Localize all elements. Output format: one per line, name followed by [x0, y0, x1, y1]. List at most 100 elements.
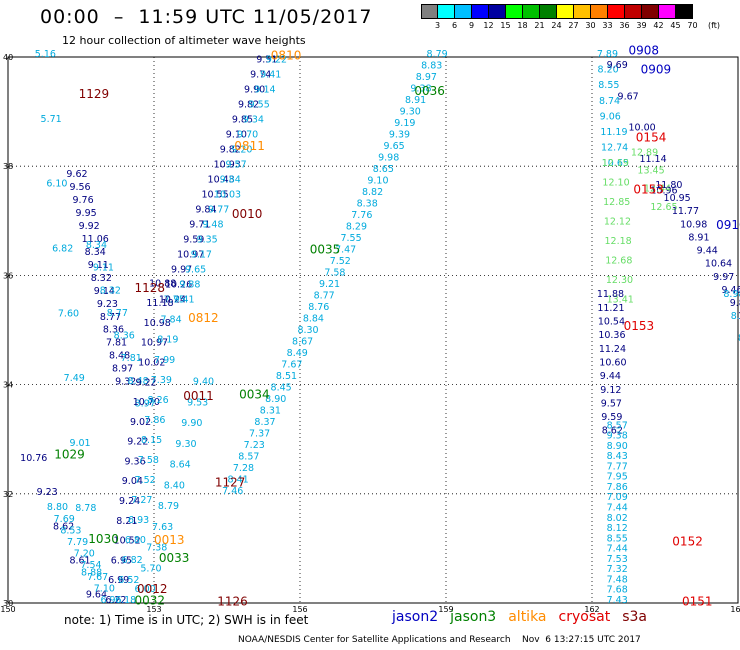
- wave-height-label: 8.62: [602, 426, 623, 437]
- wave-height-label: 7.52: [330, 256, 351, 267]
- wave-height-label: 12.18: [605, 236, 632, 247]
- satellite-legend: jason2 jason3 altika cryosat s3a: [392, 609, 659, 625]
- lon-tick-label: 159: [438, 605, 453, 614]
- wave-height-label: 9.24: [119, 496, 140, 507]
- legend-swatch: [472, 4, 489, 19]
- wave-height-label: 8.53: [60, 525, 81, 536]
- wave-height-label: 7.81: [121, 353, 142, 364]
- wave-height-label: 10.55: [201, 190, 228, 201]
- wave-height-label: 9.59: [183, 235, 204, 246]
- wave-height-label: 8.45: [271, 382, 292, 393]
- wave-height-label: 10.02: [138, 357, 165, 368]
- wave-height-label: 8.97: [416, 72, 437, 83]
- wave-height-label: 9.97: [171, 265, 192, 276]
- wave-height-label: 9.88: [179, 280, 200, 291]
- legend-bin-label: 6: [451, 21, 458, 30]
- page-title: 00:00 – 11:59 UTC 11/05/2017: [40, 6, 373, 28]
- legend-swatch: [557, 4, 574, 19]
- wave-height-label: 7.47: [335, 244, 356, 255]
- wave-height-label: 6.96: [100, 595, 121, 606]
- wave-height-label: 9.20: [231, 145, 252, 156]
- wave-height-label: 8.36: [114, 331, 135, 342]
- wave-height-label: 7.32: [607, 564, 628, 575]
- wave-height-label: 8.48: [128, 376, 149, 387]
- wave-height-label: 10.76: [20, 453, 47, 464]
- wave-height-label: 9.23: [97, 299, 118, 310]
- page-subtitle: 12 hour collection of altimeter wave hei…: [62, 34, 306, 47]
- wave-height-label: 8.97: [112, 364, 133, 375]
- wave-height-label: 11.18: [146, 298, 173, 309]
- satellite-legend-item: cryosat: [558, 609, 611, 625]
- wave-height-label: 12.44: [644, 184, 671, 195]
- wave-height-label: 11.80: [655, 180, 682, 191]
- pass-time-label: 0812: [188, 311, 219, 325]
- legend-swatch: [659, 4, 676, 19]
- wave-height-label: 7.99: [154, 355, 175, 366]
- legend-swatch: [608, 4, 625, 19]
- wave-height-label: 8.77: [314, 290, 335, 301]
- wave-height-label: 6.80: [125, 535, 146, 546]
- legend-swatch: [455, 4, 472, 19]
- wave-height-label: 9.95: [76, 208, 97, 219]
- pass-time-label: 0153: [633, 183, 664, 197]
- legend-bin-label: 18: [517, 21, 528, 30]
- wave-height-label: 8.91: [405, 95, 426, 106]
- wave-height-label: 10.93: [214, 160, 241, 171]
- wave-height-label: 6.82: [122, 555, 143, 566]
- wave-height-label: 8.48: [109, 351, 130, 362]
- wave-height-label: 8.57: [607, 420, 628, 431]
- wave-height-label: 9.40: [193, 377, 214, 388]
- wave-height-label: 8.88: [81, 568, 102, 579]
- wave-height-label: 8.83: [421, 60, 442, 71]
- lat-tick-label: 34: [3, 381, 13, 390]
- wave-height-label: 9.12: [600, 385, 621, 396]
- wave-height-label: 12.85: [603, 197, 630, 208]
- pass-time-label: 0810: [271, 49, 302, 63]
- wave-height-label: 9.97: [713, 272, 734, 283]
- pass-time-label: 1126: [217, 595, 248, 609]
- wave-height-label: 8.77: [107, 308, 128, 319]
- wave-height-label: 8.82: [362, 187, 383, 198]
- lon-tick-label: 162: [584, 605, 599, 614]
- wave-height-label: 8.34: [85, 247, 106, 258]
- wave-height-label: 8.67: [292, 336, 313, 347]
- wave-height-label: 7.67: [281, 359, 302, 370]
- wave-height-label: 7.60: [58, 308, 79, 319]
- wave-height-label: 9.76: [72, 195, 93, 206]
- wave-height-label: 6.10: [46, 179, 67, 190]
- wave-height-label: 9.14: [254, 84, 275, 95]
- wave-height-label: 8.43: [607, 451, 628, 462]
- legend-bin-label: 15: [500, 21, 511, 30]
- pass-time-label: 0011: [183, 389, 214, 403]
- wave-height-label: 12.12: [604, 217, 631, 228]
- wave-height-label: 9.01: [69, 438, 90, 449]
- wave-height-label: 9.84: [195, 205, 216, 216]
- wave-height-label: 8.84: [303, 313, 324, 324]
- wave-height-label: 8.12: [607, 523, 628, 534]
- wave-height-label: 7.77: [607, 461, 628, 472]
- wave-height-label: 9.77: [208, 205, 229, 216]
- wave-height-label: 8.78: [75, 503, 96, 514]
- legend-swatch: [625, 4, 642, 19]
- wave-height-label: 7.20: [74, 549, 95, 560]
- wave-height-label: 8.79: [158, 501, 179, 512]
- wave-height-label: 10.64: [705, 259, 732, 270]
- wave-height-label: 8.21: [116, 516, 137, 527]
- lon-tick-label: 150: [0, 605, 15, 614]
- wave-height-label: 7.44: [607, 503, 628, 514]
- wave-height-label: 7.38: [146, 543, 167, 554]
- wave-height-label: 8.77: [100, 312, 121, 323]
- wave-height-label: 7.86: [144, 415, 165, 426]
- wave-height-label: 11.88: [597, 289, 624, 300]
- wave-height-label: 8.15: [141, 435, 162, 446]
- legend-bin-label: 9: [468, 21, 475, 30]
- wave-height-label: 9.34: [243, 115, 264, 126]
- wave-height-label: 9.92: [79, 221, 100, 232]
- wave-height-label: 9.02: [130, 417, 151, 428]
- legend-swatch: [489, 4, 506, 19]
- wave-height-label: 9.11: [93, 263, 114, 274]
- legend-swatch: [523, 4, 540, 19]
- wave-height-label: 8.57: [238, 451, 259, 462]
